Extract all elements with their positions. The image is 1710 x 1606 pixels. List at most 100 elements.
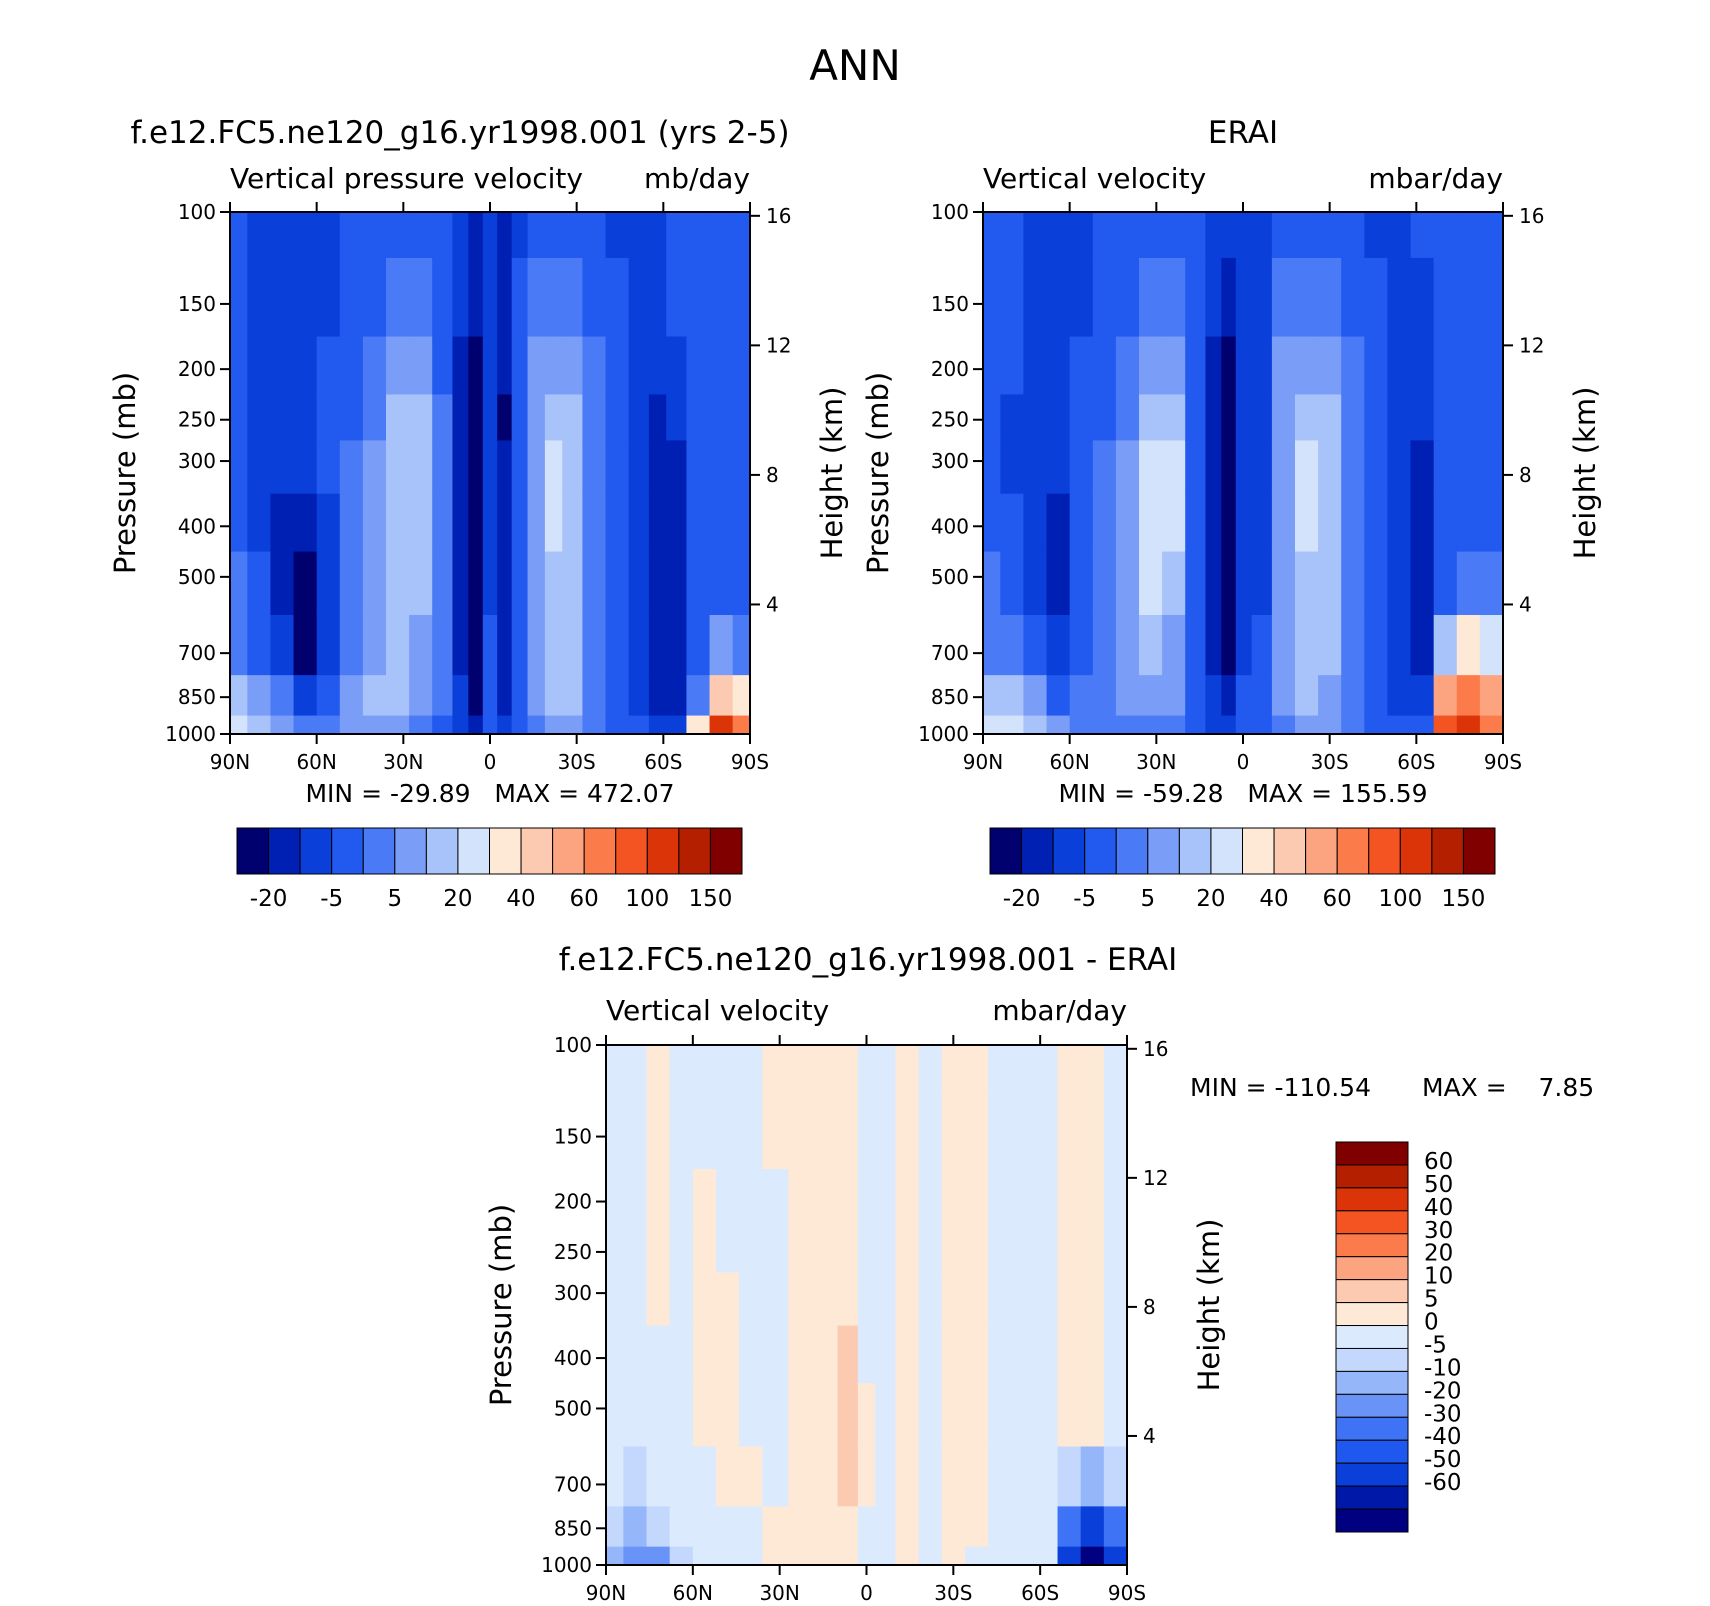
heatmap-cell [1341,493,1365,553]
heatmap-cell [432,615,454,676]
heatmap-cell [432,257,454,338]
y-tick-label: 400 [931,514,969,538]
heatmap-cell [666,675,688,717]
heatmap-cell [669,1090,694,1170]
heatmap-cell [1221,440,1237,495]
heatmap-cell [409,394,433,441]
heatmap-cell [666,336,688,396]
heatmap-cell [452,493,469,553]
heatmap-cell [1410,615,1435,676]
heatmap-cell [628,675,650,717]
heatmap-cell [988,1325,1012,1384]
heatmap-cell [1341,394,1365,441]
heatmap-cell [1034,1506,1059,1548]
heatmap-cell [527,715,546,735]
heatmap-cell [983,336,1001,396]
x-tick-label: 30N [1136,750,1176,774]
heatmap-cell [1410,551,1435,616]
panel-model-stats: MIN = -29.89 MAX = 472.07 [305,779,674,808]
heatmap-cell [1479,675,1504,717]
heatmap-cell [1479,715,1504,735]
colorbar-swatch [1242,827,1275,875]
heatmap-cell [562,615,584,676]
heatmap-cell [1057,1272,1082,1327]
heatmap-cell [1103,1446,1128,1507]
heatmap-cell [386,212,410,259]
heatmap-cell [686,551,711,616]
heatmap-cell [1080,1383,1105,1448]
heatmap-cell [511,675,529,717]
heatmap-cell [1080,1546,1105,1566]
heatmap-cell [1162,394,1186,441]
y-axis-title: Pressure (mb) [484,1204,518,1406]
heatmap-cell [1103,1506,1128,1548]
heatmap-cell [432,551,454,616]
heatmap-cell [646,1272,671,1327]
heatmap-cell [1023,212,1048,259]
heatmap-cell [468,715,484,735]
heatmap-cell [1057,1169,1082,1228]
heatmap-cell [1364,440,1389,495]
heatmap-cell [1023,493,1048,553]
heatmap-cell [1162,440,1186,495]
heatmap-cell [692,1045,717,1092]
colorbar-label: -50 [1424,1447,1462,1473]
heatmap-cell [709,675,734,717]
heatmap-cell [247,715,272,735]
heatmap-cell [544,336,563,396]
heatmap-cell [628,493,650,553]
heatmap-cell [527,675,546,717]
heatmap-cell [837,1506,859,1548]
heatmap-cell [386,715,410,735]
heatmap-cell [628,440,650,495]
heatmap-cell [686,493,711,553]
heatmap-cell [628,715,650,735]
heatmap-cell [788,1226,815,1274]
heatmap-cell [582,675,607,717]
colorbar-swatch [1399,827,1433,875]
heatmap-cell [1205,212,1222,259]
colorbar-swatch [1335,1485,1409,1510]
heatmap-cell [715,1446,740,1507]
heatmap-cell [1364,675,1389,717]
colorbar-label: 50 [1424,1172,1453,1198]
heatmap-cell [293,615,318,676]
heatmap-cell [1318,551,1342,616]
heatmap-cell [562,212,584,259]
heatmap-cell [1433,336,1458,396]
heatmap-cell [1139,715,1163,735]
heatmap-cell [1341,551,1365,616]
heatmap-cell [1162,615,1186,676]
heatmap-cell [1341,212,1365,259]
heatmap-cell [739,1506,763,1548]
heatmap-cell [1092,440,1117,495]
heatmap-cell [1092,615,1117,676]
heatmap-cell [623,1506,648,1548]
heatmap-cell [857,1045,876,1092]
heatmap-cell [1023,615,1048,676]
heatmap-cell [709,440,734,495]
x-tick-label: 30S [558,750,596,774]
heatmap-cell [941,1090,966,1170]
y-right-tick-label: 8 [1143,1295,1156,1319]
heatmap-cell [1162,675,1186,717]
heatmap-cell [1456,336,1481,396]
colorbar-swatch [520,827,554,875]
panel-diff-title: f.e12.FC5.ne120_g16.yr1998.001 - ERAI [559,942,1177,978]
heatmap-cell [941,1383,966,1448]
x-tick-label: 30N [759,1581,799,1605]
heatmap-cell [669,1383,694,1448]
heatmap-cell [582,257,607,338]
heatmap-cell [941,1446,966,1507]
heatmap-cell [527,551,546,616]
heatmap-cell [918,1446,943,1507]
heatmap-cell [1295,551,1319,616]
heatmap-cell [1205,675,1222,717]
heatmap-cell [1115,715,1140,735]
heatmap-cell [1235,675,1253,717]
heatmap-cell [918,1325,943,1384]
heatmap-cell [988,1446,1012,1507]
heatmap-cell [1205,394,1222,441]
y-right-axis-title: Height (km) [1568,387,1602,560]
heatmap-cell [1069,615,1094,676]
